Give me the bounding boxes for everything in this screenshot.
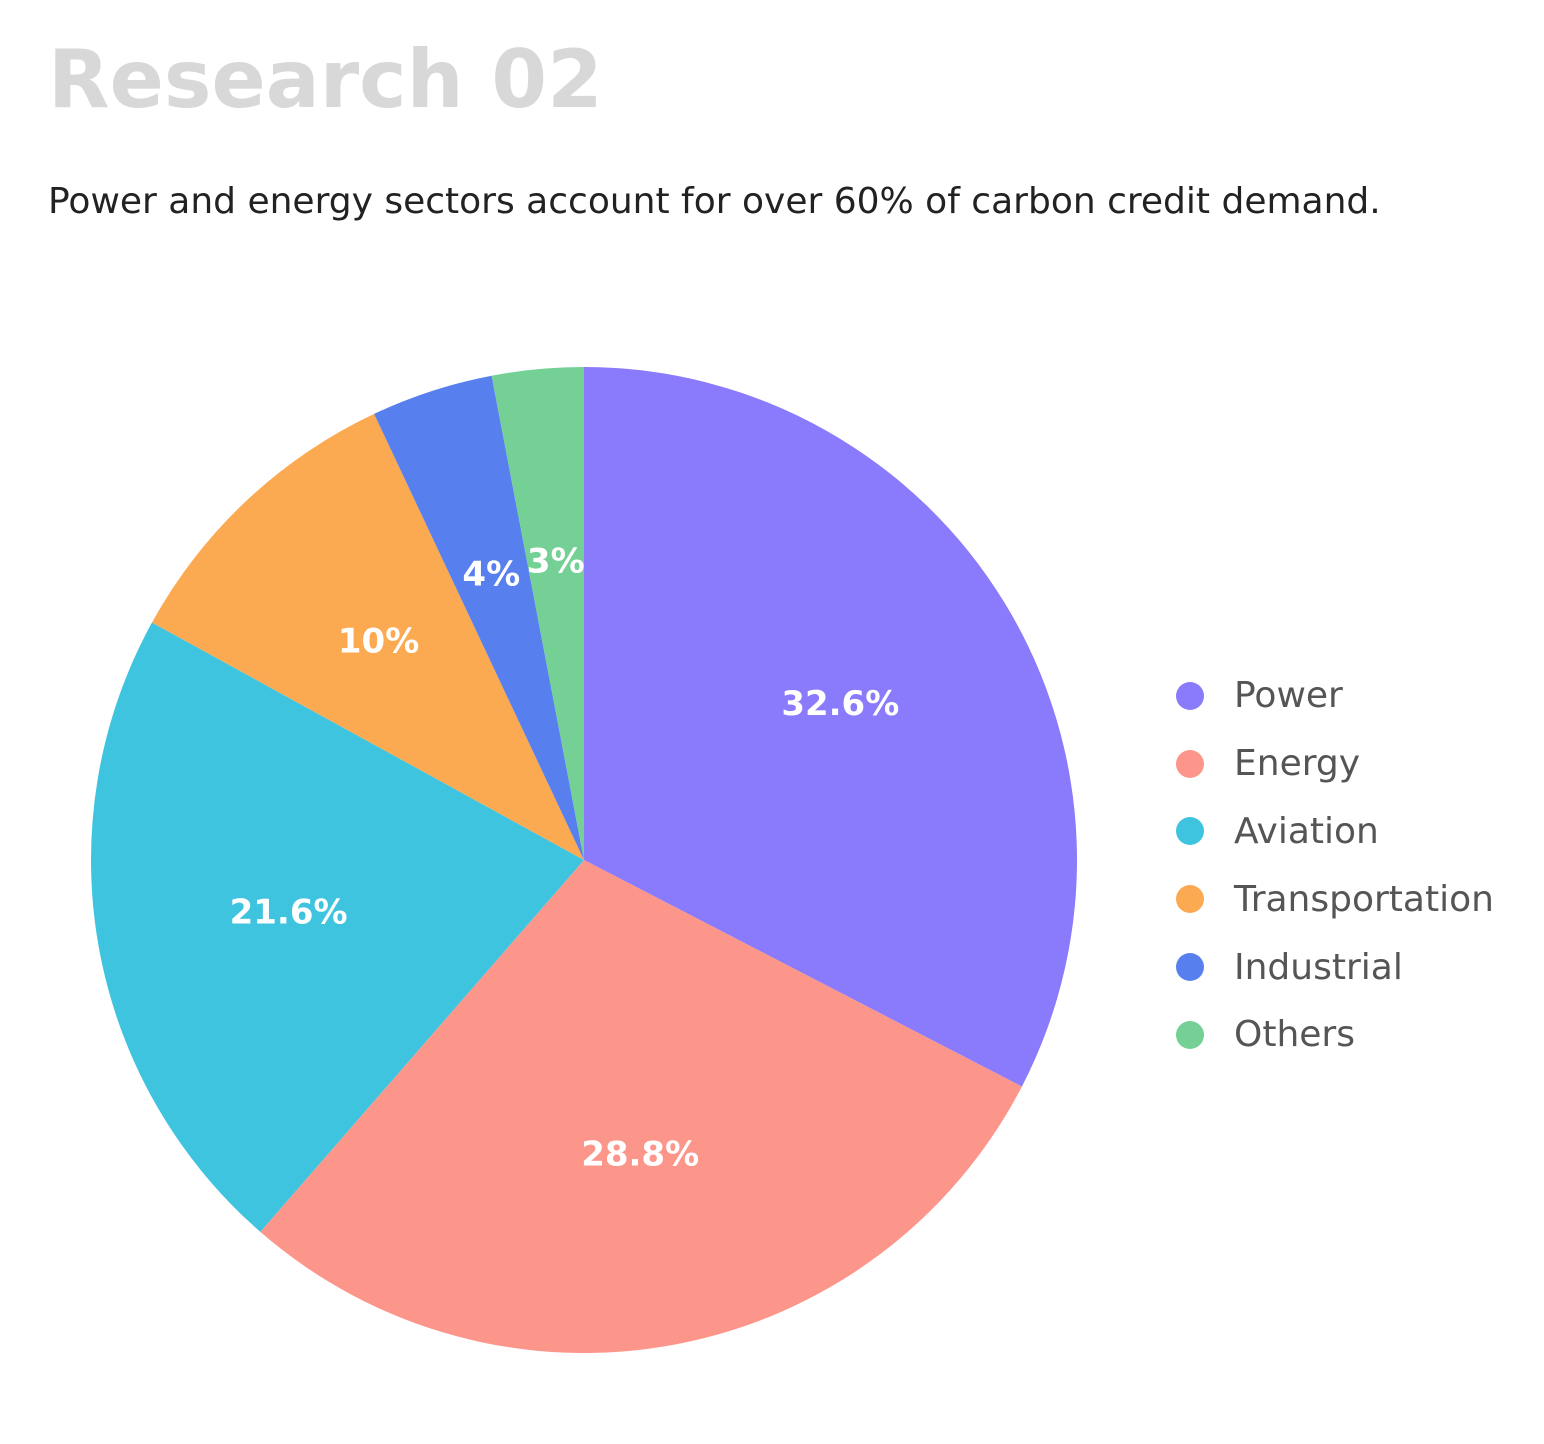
chart-legend: Power Energy Aviation Transportation Ind… [1176,662,1494,1069]
pie-slice-label-power: 32.6% [781,684,899,724]
legend-label-transportation: Transportation [1234,878,1494,920]
pie-slice-power[interactable] [584,367,1077,1087]
legend-swatch-others [1176,1020,1204,1049]
pie-slices [90,367,1077,1354]
legend-swatch-aviation [1176,817,1204,846]
pie-slice-label-industrial: 4% [462,555,520,595]
page-title: Research 02 [48,33,603,126]
legend-swatch-transportation [1176,885,1204,914]
legend-item-energy[interactable]: Energy [1176,730,1494,798]
legend-swatch-industrial [1176,953,1204,982]
pie-slice-energy[interactable] [260,860,1022,1354]
chart-subtitle: Power and energy sectors account for ove… [48,181,1381,222]
legend-item-industrial[interactable]: Industrial [1176,933,1494,1001]
pie-slice-others[interactable] [491,367,584,860]
pie-slice-labels: 32.6% 28.8% 21.6% 10% 4% 3% [230,541,900,1174]
legend-label-aviation: Aviation [1234,810,1379,852]
legend-item-transportation[interactable]: Transportation [1176,865,1494,933]
legend-swatch-energy [1176,749,1204,778]
legend-label-energy: Energy [1234,743,1361,785]
pie-slice-label-others: 3% [527,541,585,581]
pie-slice-label-aviation: 21.6% [230,893,348,933]
legend-label-others: Others [1234,1014,1355,1056]
pie-slice-aviation[interactable] [90,622,585,1232]
legend-swatch-power [1176,681,1204,710]
legend-label-industrial: Industrial [1234,946,1403,988]
pie-slice-transportation[interactable] [151,413,585,860]
pie-slice-label-energy: 28.8% [581,1135,699,1175]
legend-item-power[interactable]: Power [1176,662,1494,730]
pie-slice-label-transportation: 10% [338,621,419,661]
pie-slice-industrial[interactable] [374,375,584,860]
legend-item-others[interactable]: Others [1176,1001,1494,1069]
legend-item-aviation[interactable]: Aviation [1176,798,1494,866]
legend-label-power: Power [1234,675,1343,717]
